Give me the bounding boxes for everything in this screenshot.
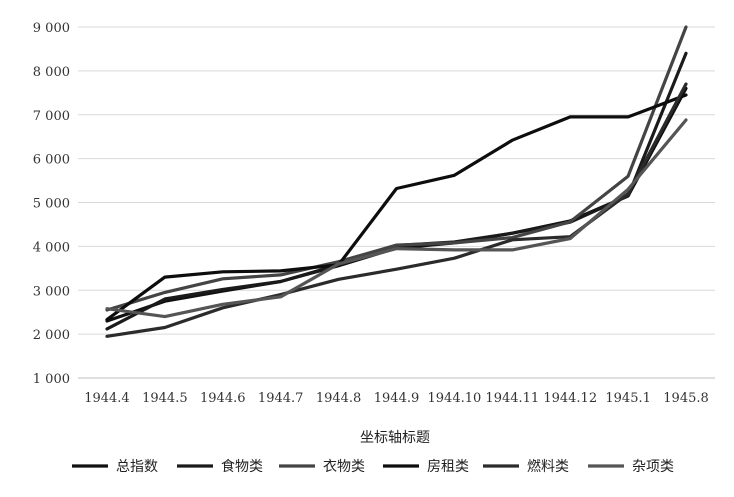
y-tick-label: 5 000 — [33, 197, 70, 212]
x-tick-label: 1944.10 — [428, 391, 482, 406]
y-tick-label: 9 000 — [33, 21, 70, 36]
y-tick-label: 3 000 — [33, 284, 70, 299]
x-tick-label: 1945.8 — [663, 391, 709, 406]
x-tick-label: 1944.8 — [316, 391, 362, 406]
x-axis-title: 坐标轴标题 — [360, 430, 430, 446]
y-tick-label: 4 000 — [33, 240, 70, 255]
x-tick-label: 1944.12 — [543, 391, 597, 406]
legend-label: 燃料类 — [527, 458, 569, 475]
y-tick-label: 6 000 — [33, 153, 70, 168]
series-lines — [105, 25, 688, 338]
x-tick-label: 1944.6 — [200, 391, 246, 406]
legend-label: 总指数 — [116, 459, 158, 475]
series-line-5 — [105, 118, 688, 319]
series-line-2 — [105, 25, 688, 312]
series-line-3 — [105, 93, 688, 322]
x-tick-label: 1944.4 — [84, 391, 130, 406]
legend-label: 房租类 — [427, 459, 469, 475]
x-tick-label: 1944.11 — [485, 391, 539, 406]
x-axis-ticks: 1944.4 1944.5 1944.6 1944.7 1944.8 1944.9 1944… — [84, 391, 709, 406]
y-tick-label: 2 000 — [33, 328, 70, 343]
x-tick-label: 1945.1 — [605, 391, 651, 406]
x-tick-label: 1944.7 — [258, 391, 304, 406]
y-axis: 1 000 2 000 3 000 4 000 5 000 6 000 7 000 8 000… — [33, 21, 70, 387]
legend-label: 杂项类 — [632, 459, 674, 475]
y-tick-label: 7 000 — [33, 109, 70, 124]
gridlines — [78, 26, 715, 335]
legend-label: 衣物类 — [323, 459, 365, 475]
y-tick-label: 8 000 — [33, 65, 70, 80]
y-tick-label: 1 000 — [33, 372, 70, 387]
x-tick-label: 1944.9 — [374, 391, 420, 406]
legend-label: 食物类 — [221, 458, 263, 475]
legend: 总指数 食物类 衣物类 房租类 燃料类 杂项类 — [72, 458, 674, 475]
x-tick-label: 1944.5 — [142, 391, 188, 406]
